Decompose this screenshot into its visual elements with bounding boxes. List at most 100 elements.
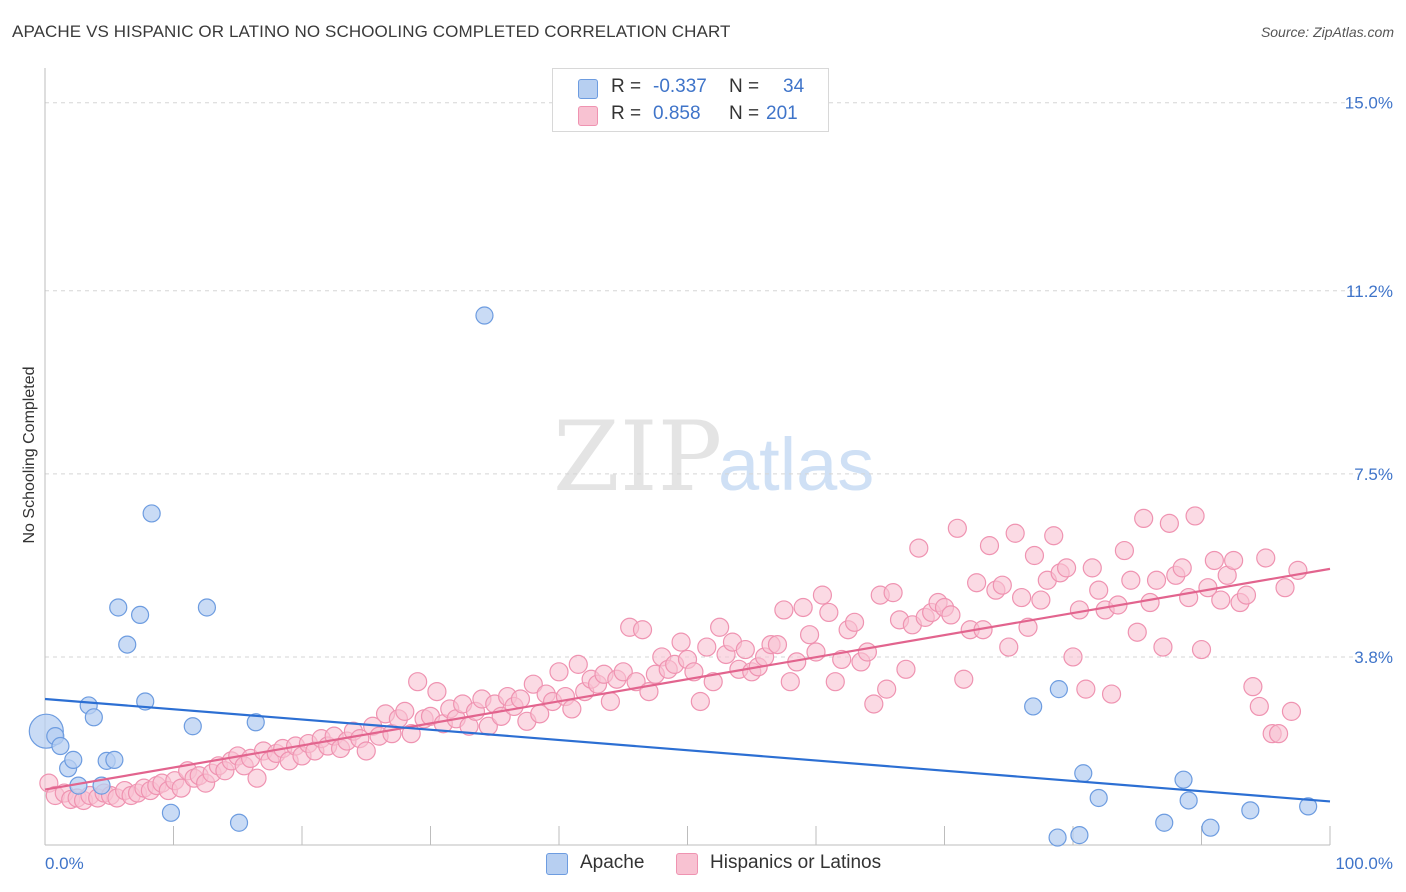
hispanic-point [1024,545,1045,566]
hispanic-point [819,602,839,623]
hispanic-point [1185,506,1205,526]
hispanic-point [562,699,582,719]
apache-point [197,598,217,617]
apache-point [64,750,83,769]
hispanic-legend-label: Hispanics or Latinos [710,852,882,873]
legend-n-label: N = [729,103,760,124]
hispanic-point [1204,550,1224,571]
hispanic-point [1146,570,1167,590]
hispanic-point [909,538,929,558]
y-axis-label: No Schooling Completed [21,367,38,544]
x-tick-label: 0.0% [45,854,84,873]
apache-point [1049,680,1068,699]
hispanic-point [857,642,878,662]
watermark: ZIP atlas [553,401,874,513]
hispanic-point [1056,558,1077,578]
hispanic-point [613,662,633,682]
hispanic-point [1159,513,1179,533]
apache-point [1070,826,1089,845]
apache-point [1089,788,1108,808]
x-tick-label: 100.0% [1335,854,1393,873]
hispanic-point [1101,684,1122,704]
hispanic-point [632,620,653,640]
y-tick-label: 3.8% [1354,648,1393,667]
apache-point [1299,797,1318,816]
legend-n-value: 34 [783,76,805,97]
apache-swatch [546,853,568,875]
watermark-zip: ZIP [553,401,722,513]
source-label: Source: ZipAtlas.com [1260,24,1394,40]
legend-n-value: 201 [766,103,798,124]
hispanic-point [812,585,833,605]
hispanic-point [568,654,588,674]
legend: R = -0.337 N = 34 R = 0.858 N = 201 [552,68,829,132]
apache-point [1179,791,1198,810]
hispanic-point [703,672,723,692]
hispanic-point [780,672,800,692]
hispanic-point [1134,508,1154,529]
apache-point [229,813,249,832]
legend-r-label: R = [611,103,642,124]
hispanic-point [549,662,569,682]
hispanic-point [1288,560,1308,580]
chart-title: APACHE VS HISPANIC OR LATINO NO SCHOOLIN… [12,22,731,41]
apache-point [84,708,103,727]
hispanic-point [864,694,884,714]
legend-row-hispanic: R = 0.858 N = 201 [553,102,828,128]
apache-point [51,736,70,756]
hispanic-point [774,600,794,620]
hispanic-point [1011,587,1032,608]
hispanic-point [979,536,1000,556]
hispanic-point [1281,701,1302,721]
hispanic-swatch [676,853,698,875]
apache-legend-label: Apache [580,852,645,873]
apache-point [130,605,150,625]
hispanic-points [39,506,1308,811]
hispanic-point [793,597,813,618]
hispanic-point [1089,580,1109,600]
hispanic-point [523,674,543,694]
hispanic-point [1268,724,1289,744]
hispanic-point [992,575,1012,595]
hispanic-point [1211,590,1231,610]
apache-point [1074,764,1093,783]
hispanic-point [1127,622,1147,642]
hispanic-point [1172,558,1192,578]
hispanic-point [1140,592,1160,613]
hispanic-point [967,573,987,593]
hispanic-point [1249,696,1269,717]
grid-lines [45,102,1365,658]
legend-r-value: 0.858 [653,103,701,124]
hispanic-point [247,768,267,788]
hispanic-point [1236,585,1257,605]
apache-point [118,635,137,654]
hispanic-point [408,672,428,692]
hispanic-point [427,681,447,702]
hispanic-point [356,741,376,761]
hispanic-point [844,612,865,632]
hispanic-point [710,617,730,637]
hispanic-point [1044,526,1064,546]
apache-points [28,306,1318,847]
apache-swatch [578,79,598,99]
hispanic-point [832,649,852,670]
hispanic-point [1031,590,1051,610]
y-tick-label: 7.5% [1354,465,1393,484]
legend-n-label: N = [729,76,760,97]
apache-point [246,713,265,732]
legend-r-value: -0.337 [653,76,707,97]
apache-point [1155,813,1174,832]
hispanic-point [799,625,820,645]
hispanic-point [999,637,1019,657]
apache-point [1241,801,1260,820]
apache-point [1024,697,1043,716]
trendlines [44,567,1331,803]
hispanic-point [896,659,916,679]
hispanic-point [1275,578,1295,598]
hispanic-point [1224,550,1244,571]
y-tick-label: 11.2% [1346,282,1393,301]
legend-r-label: R = [611,76,642,97]
hispanic-point [1005,523,1025,543]
hispanic-point [600,691,621,712]
hispanic-point [671,632,691,652]
